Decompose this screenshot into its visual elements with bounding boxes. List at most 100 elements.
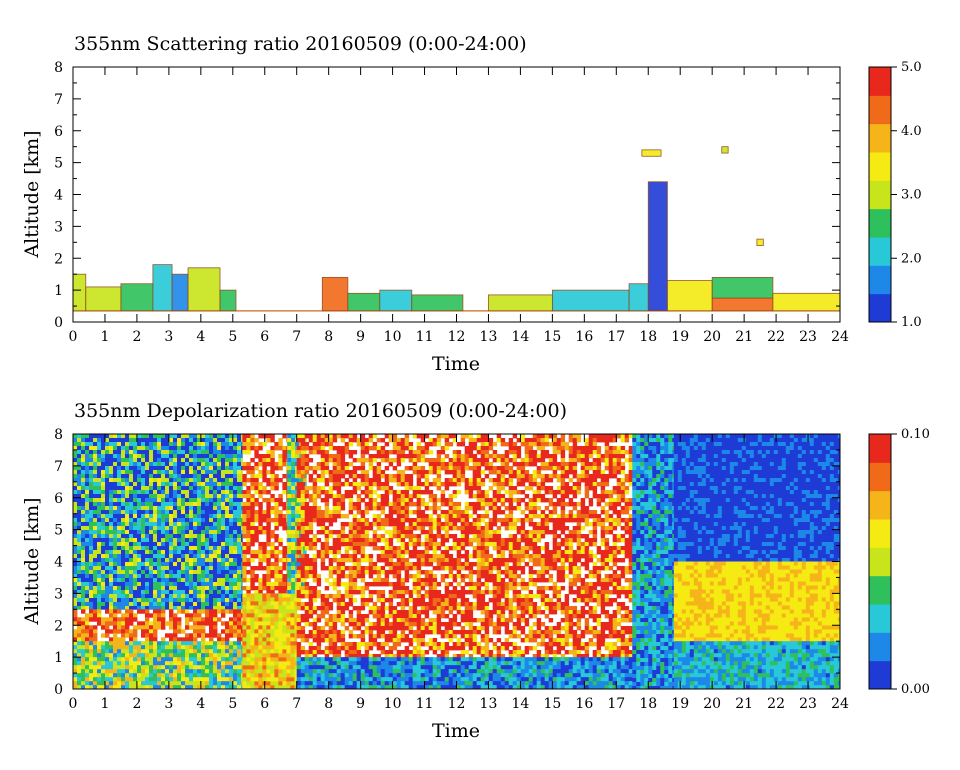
depol-cell [157,602,162,607]
depol-cell [229,621,234,626]
depol-cell [270,685,275,690]
depol-cell [237,534,242,539]
depol-cell [266,558,271,563]
depol-cell [157,546,162,551]
depol-cell [384,538,390,543]
depol-cell [137,570,142,575]
depol-cell [262,554,267,559]
depol-cell [308,634,314,639]
depol-cell [332,478,338,483]
depol-cell [185,514,190,519]
depol-cell [246,673,251,678]
depol-cell [189,546,194,551]
depol-cell [145,442,150,447]
depol-cell [237,446,242,451]
depol-cell [360,546,366,551]
depol-cell [388,594,394,599]
depol-cell [209,554,214,559]
depol-cell [113,506,118,511]
depol-cell [392,606,398,611]
depol-cell [368,502,374,507]
depol-cell [400,626,406,631]
depol-cell [336,582,342,587]
depol-cell [296,482,302,487]
depol-cell [97,554,102,559]
depol-cell [384,546,390,551]
depol-cell [173,665,178,670]
depol-cell [161,470,166,475]
depol-cell [291,490,296,495]
depol-cell [348,510,354,515]
depol-cell [258,649,263,654]
depol-cell [85,482,90,487]
depol-cell [296,458,302,463]
depol-cell [221,681,226,686]
depol-cell [185,438,190,443]
depol-cell [348,462,354,467]
depol-cell [173,621,178,626]
depol-cell [290,633,295,638]
depol-cell [308,434,314,439]
depol-cell [181,458,186,463]
depol-cell [356,546,362,551]
depol-cell [266,470,271,475]
depol-cell [133,454,138,459]
colorbar-segment [869,303,891,309]
depol-cell [274,621,279,626]
depol-cell [177,609,182,614]
depol-cell [396,538,402,543]
depol-cell [97,510,102,515]
depol-cell [242,474,247,479]
depol-cell [121,566,126,571]
depol-cell [396,554,402,559]
depol-cell [246,653,251,658]
depol-cell [121,486,126,491]
depol-cell [129,478,134,483]
depol-cell [237,653,242,658]
depol-cell [197,450,202,455]
depol-cell [246,522,251,527]
depol-cell [372,578,378,583]
depol-cell [209,558,214,563]
depol-cell [221,510,226,515]
depol-cell [137,673,142,678]
depol-cell [101,606,106,610]
depol-cell [344,490,350,495]
depol-cell [153,677,158,682]
depol-cell [133,434,138,439]
depol-cell [213,482,218,487]
depol-cell [384,570,390,575]
depol-cell [241,434,243,439]
depol-cell [229,446,234,451]
depol-cell [101,594,106,599]
depol-cell [137,649,142,654]
depol-cell [404,518,410,523]
depol-cell [225,434,230,439]
depol-cell [262,518,267,523]
depol-cell [157,510,162,515]
depol-cell [356,438,362,443]
depol-cell [93,542,98,547]
depol-cell [404,650,410,655]
depol-cell [364,490,370,495]
depol-cell [89,482,94,487]
depol-cell [93,530,98,535]
depol-cell [266,633,271,638]
depol-cell [133,554,138,559]
depol-cell [193,562,198,567]
depol-cell [205,478,210,483]
depol-cell [221,677,226,682]
x-tick-label: 12 [448,329,466,345]
depol-cell [400,522,406,527]
depol-cell [270,661,275,666]
depol-cell [233,657,238,662]
depol-cell [286,550,288,555]
depol-cell [133,494,138,499]
depol-cell [201,566,206,571]
depol-cell [320,650,326,655]
depol-cell [348,438,354,443]
depol-cell [262,582,267,587]
depol-cell [258,665,263,670]
depol-cell [77,470,82,475]
depol-cell [181,506,186,511]
